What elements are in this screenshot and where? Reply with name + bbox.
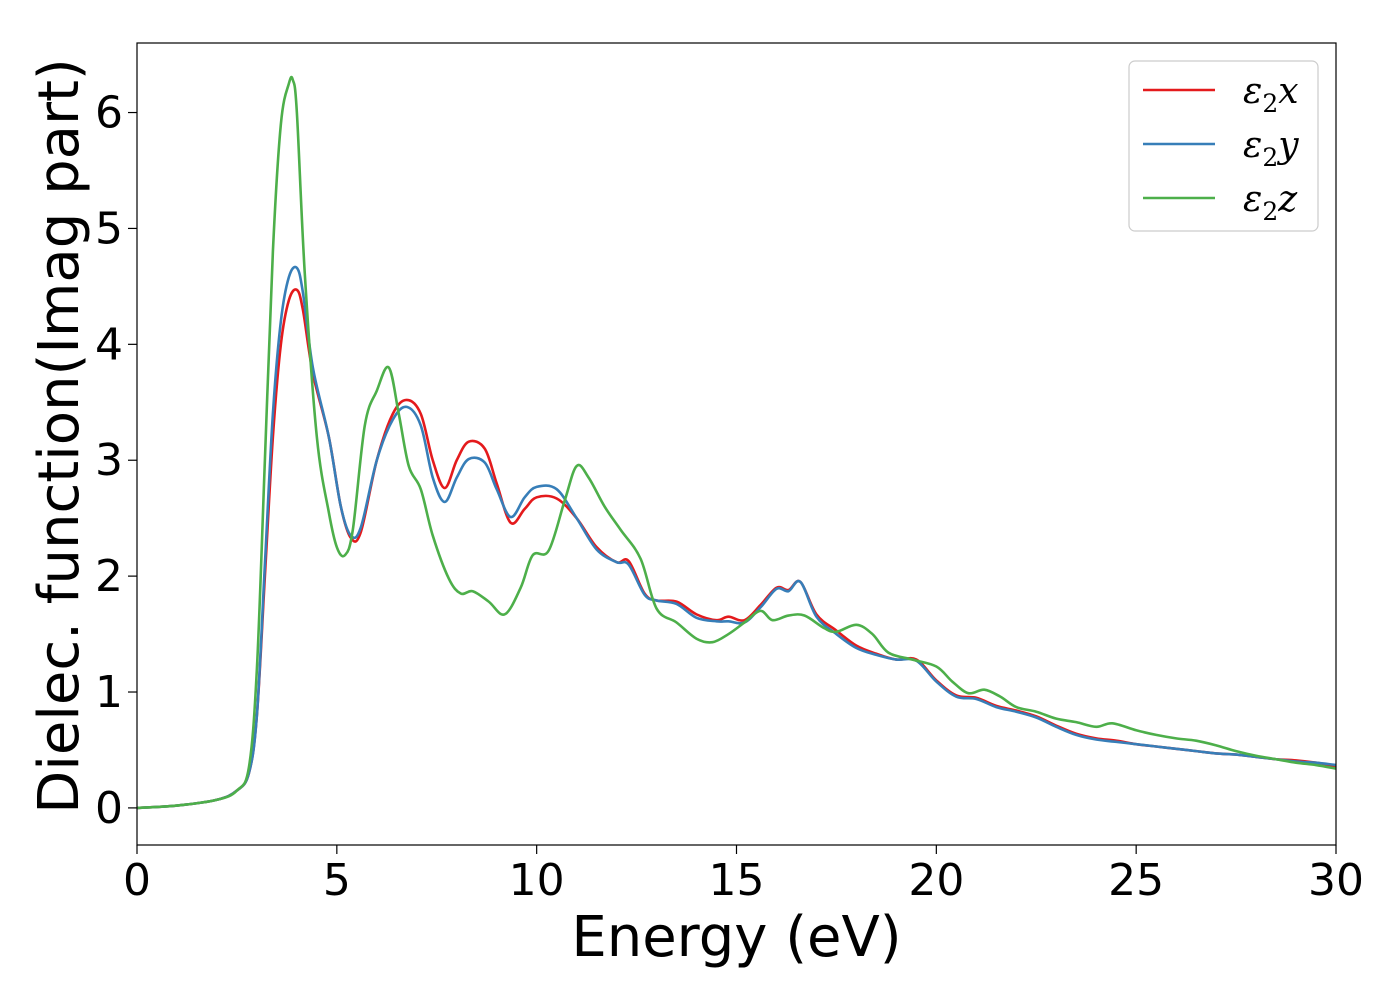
x-tick-label: 30 (1308, 855, 1364, 906)
legend-label-y: ε2y (1243, 125, 1299, 172)
legend-box (1128, 60, 1319, 232)
legend-label-x: ε2x (1243, 71, 1299, 118)
legend-label-z: ε2z (1243, 179, 1298, 226)
y-tick-label: 6 (95, 88, 123, 139)
y-tick-label: 5 (95, 203, 123, 254)
series-layer (137, 75, 1336, 810)
x-tick-label: 25 (1108, 855, 1164, 906)
x-axis-ticks: 0 5 10 15 20 25 30 (123, 845, 1364, 906)
y-tick-label: 4 (95, 319, 123, 370)
y-tick-label: 2 (95, 551, 123, 602)
x-tick-label: 20 (908, 855, 964, 906)
series-line-y (137, 265, 1336, 810)
x-axis-label: Energy (eV) (571, 905, 901, 970)
y-axis-label: Dielec. function(Imag part) (27, 58, 92, 814)
x-tick-label: 10 (509, 855, 565, 906)
y-tick-label: 3 (95, 435, 123, 486)
y-tick-label: 1 (95, 667, 123, 718)
series-line-x (137, 288, 1336, 810)
y-tick-label: 0 (95, 783, 123, 834)
legend: ε2x ε2y ε2z (1128, 60, 1319, 232)
series-line-z (137, 75, 1336, 810)
x-tick-label: 0 (123, 855, 151, 906)
x-tick-label: 5 (323, 855, 351, 906)
x-tick-label: 15 (709, 855, 765, 906)
y-axis-ticks: 0 1 2 3 4 5 6 (95, 88, 137, 834)
